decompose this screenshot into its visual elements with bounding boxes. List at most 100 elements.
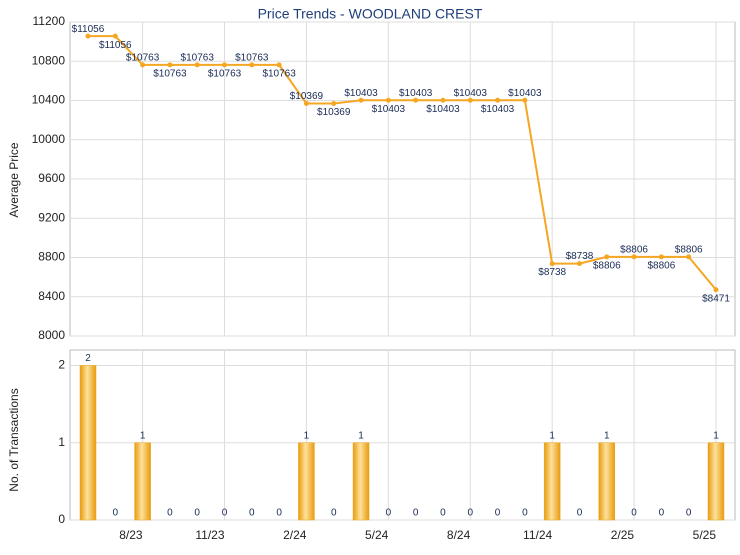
bar — [134, 442, 151, 521]
y-tick-label: 8000 — [38, 328, 65, 342]
data-label: $10763 — [262, 69, 296, 80]
y-axis-label: No. of Transactions — [7, 388, 21, 491]
y-tick-label: 0 — [58, 512, 65, 526]
data-label: $10763 — [153, 69, 187, 80]
x-tick-label: 5/24 — [365, 528, 389, 542]
data-label: 1 — [549, 430, 555, 441]
data-label: $10763 — [181, 53, 215, 64]
point — [658, 254, 664, 260]
plot-area — [69, 349, 736, 521]
data-label: 1 — [604, 430, 610, 441]
data-label: $10369 — [317, 107, 351, 118]
data-label: $10369 — [290, 91, 324, 102]
data-label: 0 — [194, 508, 200, 519]
y-axis-label: Average Price — [7, 142, 21, 217]
y-tick-label: 9600 — [38, 171, 65, 185]
x-tick-label: 2/25 — [611, 528, 635, 542]
data-label: 1 — [304, 430, 310, 441]
y-tick-label: 10400 — [32, 93, 66, 107]
data-label: 0 — [467, 508, 473, 519]
data-label: $10403 — [481, 104, 515, 115]
point — [303, 101, 309, 107]
point — [713, 287, 719, 293]
y-tick-label: 11200 — [33, 14, 66, 28]
data-label: $11056 — [72, 24, 105, 35]
data-label: 0 — [413, 508, 419, 519]
data-label: 0 — [222, 508, 228, 519]
bar — [543, 442, 561, 521]
data-label: 0 — [631, 508, 637, 519]
data-label: 0 — [495, 508, 501, 519]
x-tick-label: 2/24 — [283, 528, 307, 542]
y-tick-label: 8800 — [38, 250, 65, 264]
point — [112, 33, 118, 39]
data-label: $10403 — [372, 104, 406, 115]
data-label: 0 — [276, 508, 282, 519]
bar — [707, 442, 725, 521]
data-label: $8738 — [566, 251, 594, 262]
data-label: 0 — [577, 508, 583, 519]
point — [440, 97, 446, 103]
x-tick-label: 8/23 — [119, 528, 143, 542]
data-label: $8806 — [593, 261, 621, 272]
point — [194, 62, 200, 68]
y-tick-label: 10800 — [32, 53, 66, 67]
point — [495, 97, 501, 103]
point — [222, 62, 228, 68]
point — [140, 62, 146, 68]
data-label: 0 — [386, 508, 392, 519]
y-tick-label: 10000 — [32, 132, 66, 146]
x-tick-label: 11/23 — [195, 528, 224, 542]
point — [249, 62, 255, 68]
point — [631, 254, 637, 260]
data-label: 1 — [140, 430, 146, 441]
price-line — [88, 35, 717, 291]
data-label: $8806 — [620, 245, 648, 256]
data-label: 0 — [659, 508, 665, 519]
point — [331, 101, 337, 107]
point — [467, 97, 473, 103]
data-label: 0 — [686, 508, 692, 519]
point — [358, 97, 364, 103]
chart-title: Price Trends - WOODLAND CREST — [258, 6, 483, 22]
point — [413, 97, 419, 103]
point — [276, 62, 282, 68]
data-label: $10763 — [208, 69, 242, 80]
data-label: $8806 — [647, 261, 675, 272]
data-label: $10403 — [399, 88, 433, 99]
point — [686, 254, 692, 260]
x-tick-label: 8/24 — [447, 528, 471, 542]
data-label: $10403 — [508, 88, 542, 99]
bar — [79, 365, 97, 521]
x-tick-label: 11/24 — [523, 528, 552, 542]
data-label: 0 — [167, 508, 173, 519]
y-tick-label: 9200 — [38, 210, 65, 224]
point — [167, 62, 173, 68]
point — [85, 33, 91, 39]
data-label: $8806 — [675, 245, 703, 256]
point — [522, 97, 528, 103]
y-tick-label: 8400 — [38, 289, 65, 303]
data-label: $10403 — [344, 88, 378, 99]
x-tick-label: 5/25 — [693, 528, 717, 542]
data-label: 0 — [522, 508, 528, 519]
data-label: 1 — [713, 430, 719, 441]
point — [549, 261, 555, 267]
bar — [598, 442, 616, 521]
y-tick-label: 1 — [58, 435, 65, 449]
data-label: 0 — [249, 508, 255, 519]
bar — [352, 442, 370, 521]
data-label: $8738 — [538, 267, 566, 278]
data-label: 0 — [331, 508, 337, 519]
data-label: $8471 — [702, 293, 730, 304]
y-tick-label: 2 — [58, 358, 65, 372]
data-label: $10763 — [126, 53, 160, 64]
data-label: 0 — [113, 508, 119, 519]
data-label: $10403 — [426, 104, 460, 115]
point — [604, 254, 610, 260]
data-label: 2 — [85, 353, 91, 364]
data-label: 0 — [440, 508, 446, 519]
point — [385, 97, 391, 103]
